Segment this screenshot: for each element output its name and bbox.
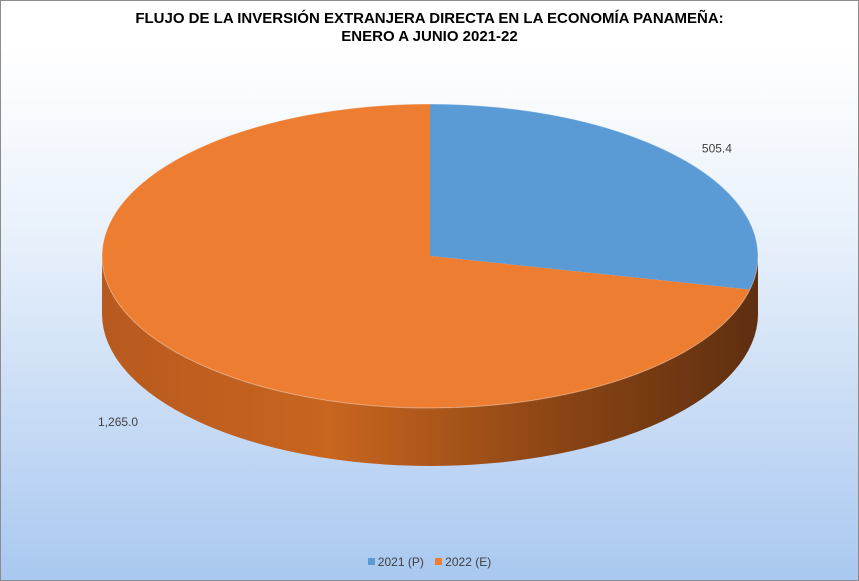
legend-swatch-2022: [435, 558, 443, 565]
legend-swatch-2021: [367, 558, 375, 565]
data-label-2022: 1,265.0: [98, 415, 138, 429]
pie-slice-2021: [430, 104, 758, 290]
legend-item-2022: 2022 (E): [435, 555, 491, 569]
chart-title: FLUJO DE LA INVERSIÓN EXTRANJERA DIRECTA…: [1, 10, 858, 46]
legend-item-2021: 2021 (P): [367, 555, 424, 569]
pie-top-face: [101, 103, 759, 409]
legend-label-2021: 2021 (P): [377, 555, 424, 569]
chart-title-line1: FLUJO DE LA INVERSIÓN EXTRANJERA DIRECTA…: [135, 10, 724, 27]
chart-title-line2: ENERO A JUNIO 2021-22: [341, 28, 518, 45]
pie-side-2022: [102, 256, 758, 466]
legend-label-2022: 2022 (E): [445, 555, 492, 569]
pie-slice-2022: [102, 104, 750, 408]
pie-data-labels: 505.4 1,265.0: [98, 142, 732, 429]
pie-rim: [101, 103, 759, 409]
data-label-2021: 505.4: [702, 142, 732, 156]
legend: 2021 (P) 2022 (E): [1, 555, 858, 569]
pie-side-wall: [102, 256, 758, 466]
